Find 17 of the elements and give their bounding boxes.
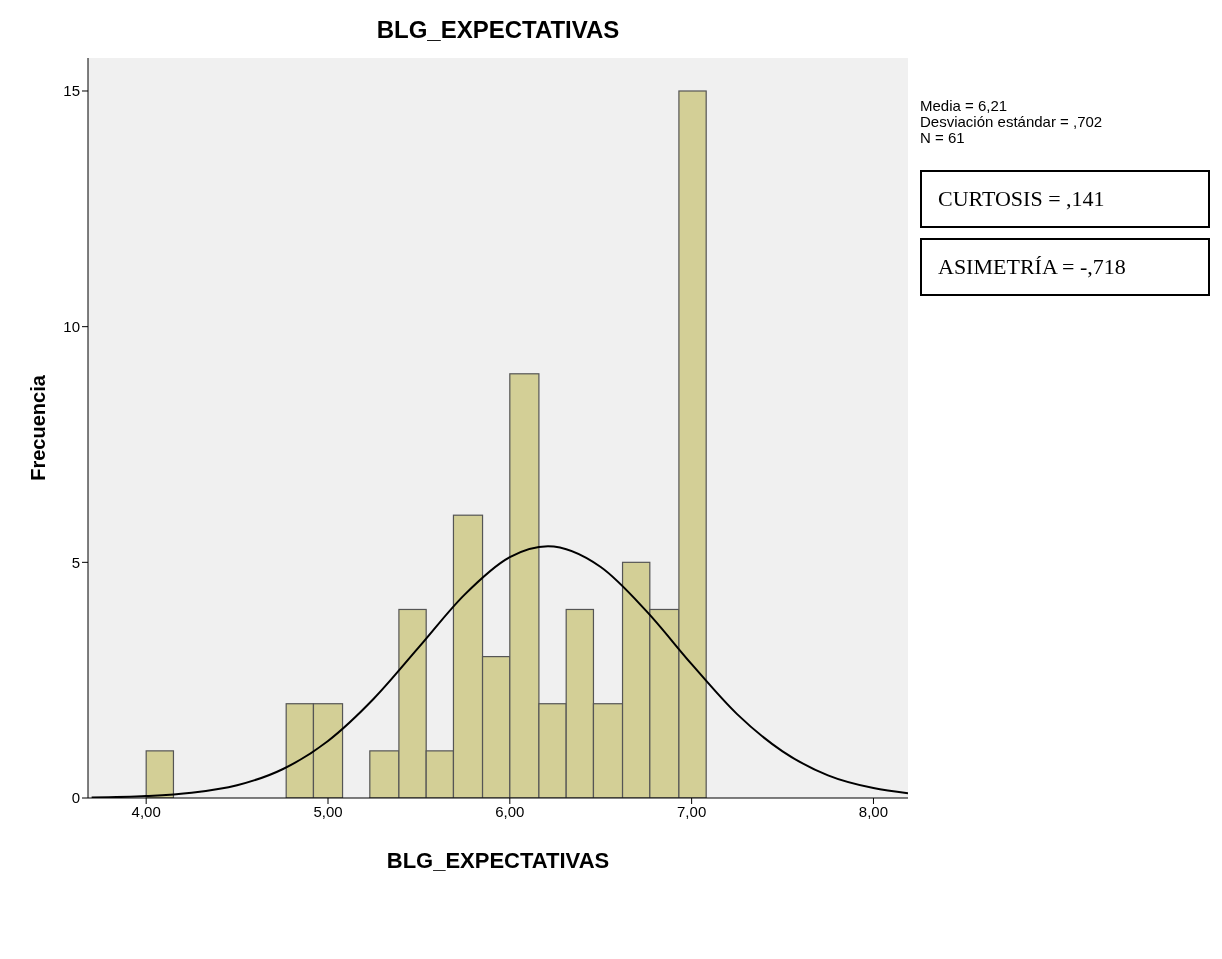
y-tick-label: 5 [71, 553, 80, 571]
y-tick-label: 0 [71, 789, 80, 807]
text: Desviación estándar = ,702 [920, 113, 1104, 130]
text: N = 61 [920, 129, 966, 146]
x-tick-label: 5,00 [313, 802, 343, 820]
y-axis-title: Frecuencia [27, 374, 50, 481]
chart-title: BLG_EXPECTATIVAS [375, 16, 621, 44]
text: ASIMETRÍA = -,718 [920, 238, 1210, 296]
x-tick-label: 6,00 [495, 802, 525, 820]
y-tick-label: 15 [63, 82, 80, 100]
y-tick-label: 10 [63, 317, 80, 335]
text: Media = 6,21 [920, 97, 1009, 114]
x-axis-title: BLG_EXPECTATIVAS [386, 848, 610, 873]
x-tick-label: 7,00 [677, 802, 707, 820]
x-tick-label: 4,00 [131, 802, 161, 820]
x-tick-label: 8,00 [858, 802, 889, 820]
text: CURTOSIS = ,141 [920, 170, 1210, 228]
